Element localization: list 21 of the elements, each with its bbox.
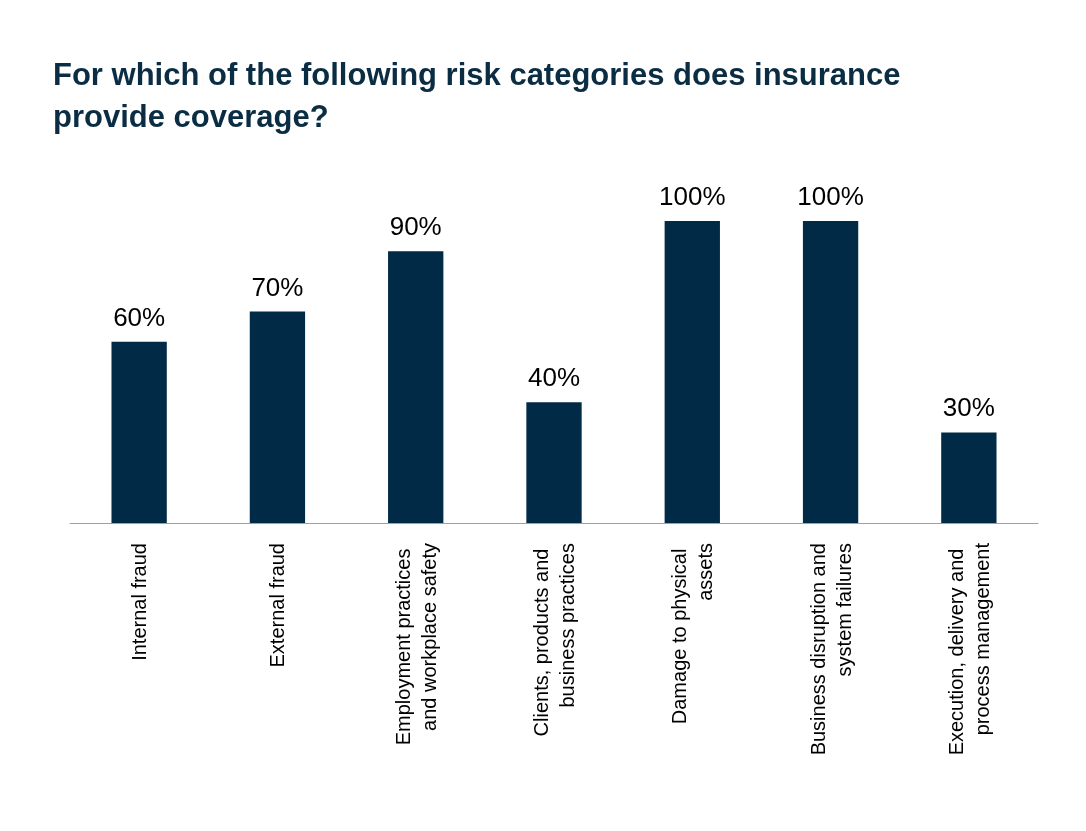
x-tick-label: Execution, delivery and process management	[944, 542, 993, 756]
bar	[249, 311, 306, 523]
x-tick-label: External fraud	[266, 543, 289, 668]
x-tick-label: Employment practices and workplace safety	[391, 543, 440, 746]
data-label: 30%	[942, 392, 995, 423]
bar	[941, 432, 997, 523]
x-tick-label: Clients, products and business practices	[530, 543, 578, 737]
bar	[664, 221, 720, 523]
chart-title: For which of the following risk categories does insurance provide coverage?	[53, 56, 910, 134]
bar	[802, 221, 859, 523]
x-tick-label: Damage to physical assets	[668, 543, 717, 725]
x-tick-label: Internal fraud	[128, 543, 151, 661]
bar	[526, 402, 582, 523]
data-label: 90%	[389, 211, 442, 242]
bar	[388, 251, 444, 523]
bar	[111, 341, 167, 523]
data-label: 70%	[251, 271, 304, 302]
data-label: 100%	[659, 181, 726, 211]
data-label: 100%	[797, 181, 864, 211]
data-label: 60%	[113, 301, 166, 332]
data-label: 40%	[527, 362, 581, 393]
